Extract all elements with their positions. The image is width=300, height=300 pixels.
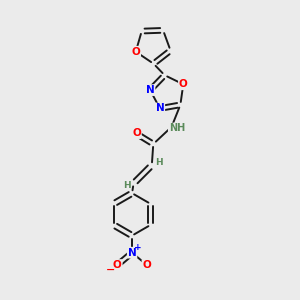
Text: O: O (179, 79, 188, 89)
Text: H: H (123, 181, 131, 190)
Text: −: − (106, 265, 116, 275)
Text: N: N (128, 248, 136, 258)
Text: NH: NH (169, 123, 185, 134)
Text: H: H (155, 158, 163, 167)
Text: O: O (142, 260, 151, 270)
Text: O: O (132, 128, 141, 138)
Text: +: + (134, 244, 142, 253)
Text: O: O (131, 47, 140, 57)
Text: N: N (146, 85, 154, 95)
Text: O: O (113, 260, 122, 270)
Text: N: N (155, 103, 164, 113)
